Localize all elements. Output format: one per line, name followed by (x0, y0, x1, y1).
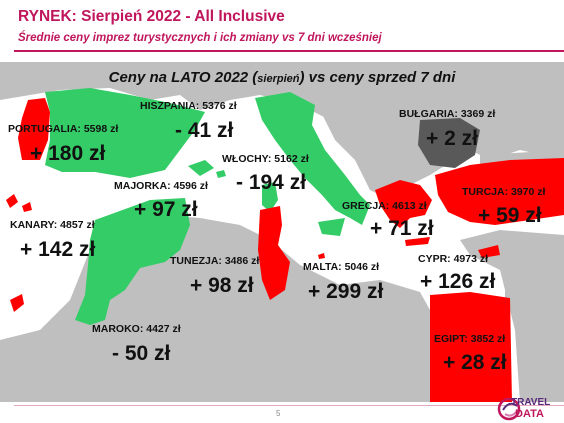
sycylia-shape (318, 218, 345, 236)
maroko-change: - 50 zł (112, 342, 171, 365)
kanary-shape-1 (6, 194, 18, 208)
map-title-main-after: ) vs ceny sprzed 7 dni (299, 69, 456, 86)
hiszpania-change: - 41 zł (175, 119, 234, 142)
logo-line2: DATA (515, 408, 544, 420)
malta-label: MALTA: 5046 zł (303, 261, 380, 273)
page-number: 5 (276, 409, 281, 418)
grecja-shape (375, 180, 432, 228)
turcja-change: + 59 zł (478, 204, 542, 227)
title-divider (14, 50, 564, 52)
logo-swirl-icon (497, 397, 521, 421)
portugalia-shape (18, 98, 50, 160)
majorka-small-shape (216, 170, 226, 178)
hiszpania-label: HISZPANIA: 5376 zł (140, 100, 237, 112)
egipt-shape (430, 292, 512, 402)
majorka-shape (188, 160, 214, 176)
tunezja-change: + 98 zł (190, 274, 254, 297)
slide-subtitle: Średnie ceny imprez turystycznych i ich … (18, 32, 382, 44)
tunezja-shape (258, 206, 290, 300)
turcja-shape (435, 158, 564, 225)
maroko-shape (75, 198, 190, 325)
kanary-change: + 142 zł (20, 238, 96, 261)
footer-divider (14, 405, 564, 406)
map-title: Ceny na LATO 2022 (sierpień) vs ceny spr… (0, 69, 564, 86)
malta-shape (318, 253, 325, 259)
egipt-label: EGIPT: 3852 zł (434, 333, 506, 345)
bulgaria-change: + 2 zł (426, 127, 478, 150)
kanary-shape-2 (22, 202, 32, 212)
map-title-main-before: Ceny na LATO 2022 ( (108, 69, 258, 86)
mediterranean-map (0, 62, 564, 402)
malta-change: + 299 zł (308, 280, 384, 303)
cypr-label: CYPR: 4973 zł (418, 253, 489, 265)
maroko-label: MAROKO: 4427 zł (92, 323, 181, 335)
grecja-change: + 71 zł (370, 217, 434, 240)
travel-data-logo: TRAVEL DATA (497, 396, 559, 422)
wlochy-label: WŁOCHY: 5162 zł (222, 153, 309, 165)
slide-title: RYNEK: Sierpień 2022 - All Inclusive (18, 8, 285, 25)
majorka-change: + 97 zł (134, 198, 198, 221)
kanary-label: KANARY: 4857 zł (10, 219, 95, 231)
grecja-label: GRECJA: 4613 zł (342, 200, 427, 212)
wlochy-shape (255, 92, 370, 225)
cypr-change: + 126 zł (420, 270, 496, 293)
portugalia-change: + 180 zł (30, 142, 106, 165)
portugalia-label: PORTUGALIA: 5598 zł (8, 123, 119, 135)
bulgaria-shape (418, 118, 480, 168)
turcja-label: TURCJA: 3970 zł (462, 186, 546, 198)
sardynia-shape (262, 182, 278, 212)
wlochy-change: - 194 zł (236, 171, 307, 194)
kreta-shape (405, 237, 430, 246)
map-title-month: sierpień (257, 73, 300, 85)
cypr-shape (478, 245, 500, 258)
kanary-shape-3 (10, 294, 24, 312)
egipt-change: + 28 zł (443, 351, 507, 374)
bulgaria-label: BUŁGARIA: 3369 zł (399, 108, 496, 120)
logo-line1: TRAVEL (511, 397, 551, 408)
hiszpania-shape (45, 88, 205, 178)
tunezja-label: TUNEZJA: 3486 zł (170, 255, 260, 267)
majorka-label: MAJORKA: 4596 zł (114, 180, 208, 192)
